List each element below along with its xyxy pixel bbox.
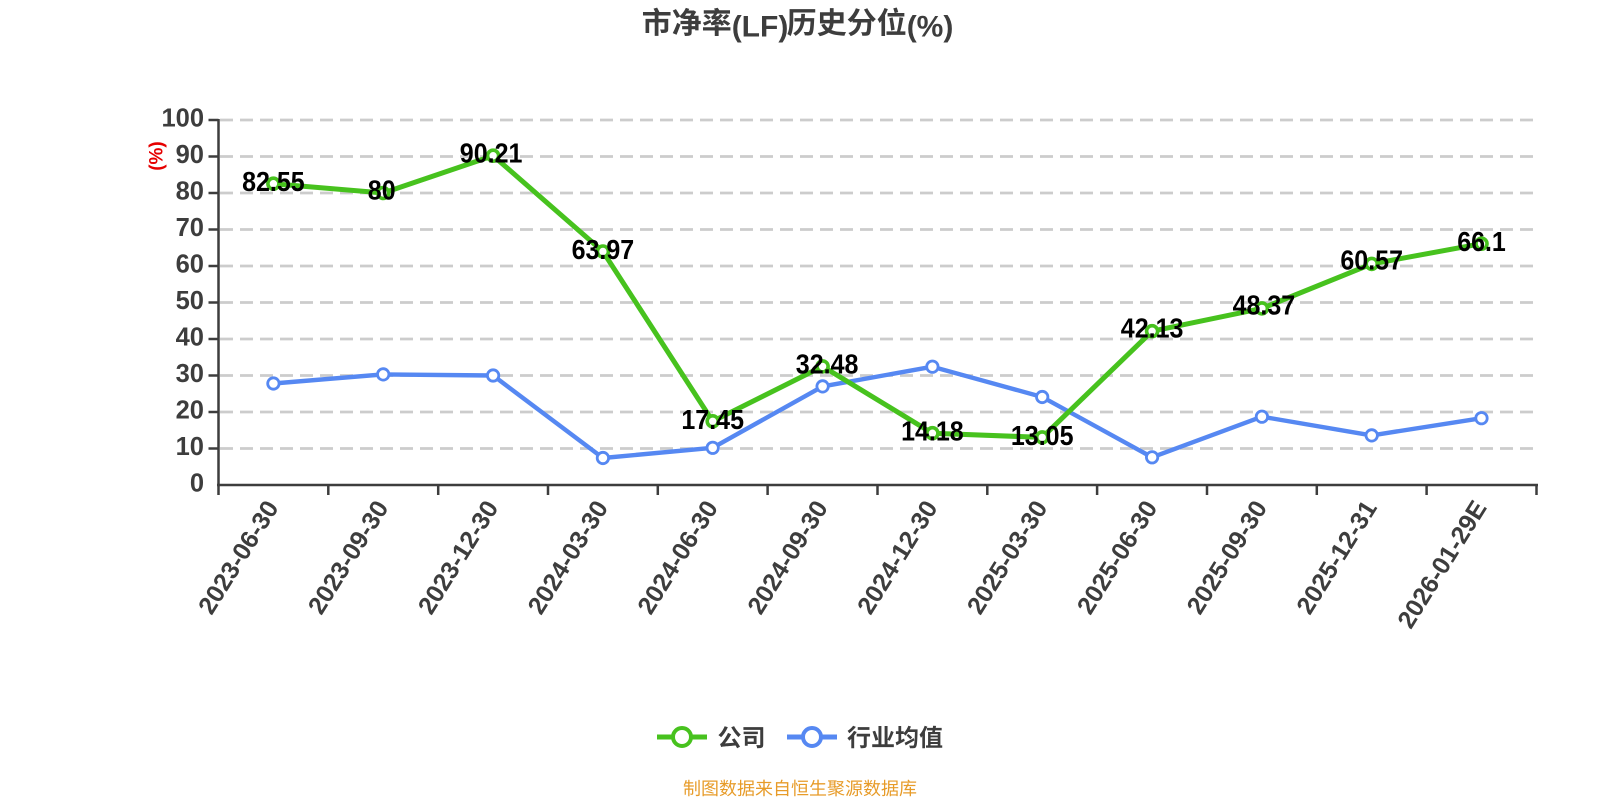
svg-text:42.13: 42.13: [1121, 313, 1184, 344]
svg-text:32.48: 32.48: [796, 348, 859, 379]
svg-text:14.18: 14.18: [901, 416, 964, 447]
svg-text:40: 40: [176, 324, 204, 352]
svg-text:(%): (%): [146, 141, 167, 171]
svg-text:90.21: 90.21: [460, 138, 523, 169]
svg-text:100: 100: [161, 105, 204, 133]
svg-text:50: 50: [176, 287, 204, 315]
svg-text:10: 10: [176, 433, 204, 461]
svg-text:13.05: 13.05: [1011, 420, 1074, 451]
svg-text:20: 20: [176, 397, 204, 425]
svg-text:80: 80: [176, 178, 204, 206]
svg-text:63.97: 63.97: [572, 234, 635, 265]
svg-text:66.1: 66.1: [1457, 226, 1506, 257]
svg-text:48.37: 48.37: [1233, 289, 1296, 320]
svg-text:(LF): (LF): [732, 11, 789, 44]
svg-text:80: 80: [368, 175, 396, 206]
svg-text:70: 70: [176, 214, 204, 242]
svg-text:82.55: 82.55: [242, 166, 305, 197]
svg-text:90: 90: [176, 141, 204, 169]
svg-text:(%): (%): [907, 11, 954, 44]
svg-text:60.57: 60.57: [1340, 244, 1403, 275]
svg-text:60: 60: [176, 251, 204, 279]
svg-text:30: 30: [176, 360, 204, 388]
svg-text:17.45: 17.45: [681, 404, 744, 435]
svg-text:0: 0: [190, 470, 204, 498]
